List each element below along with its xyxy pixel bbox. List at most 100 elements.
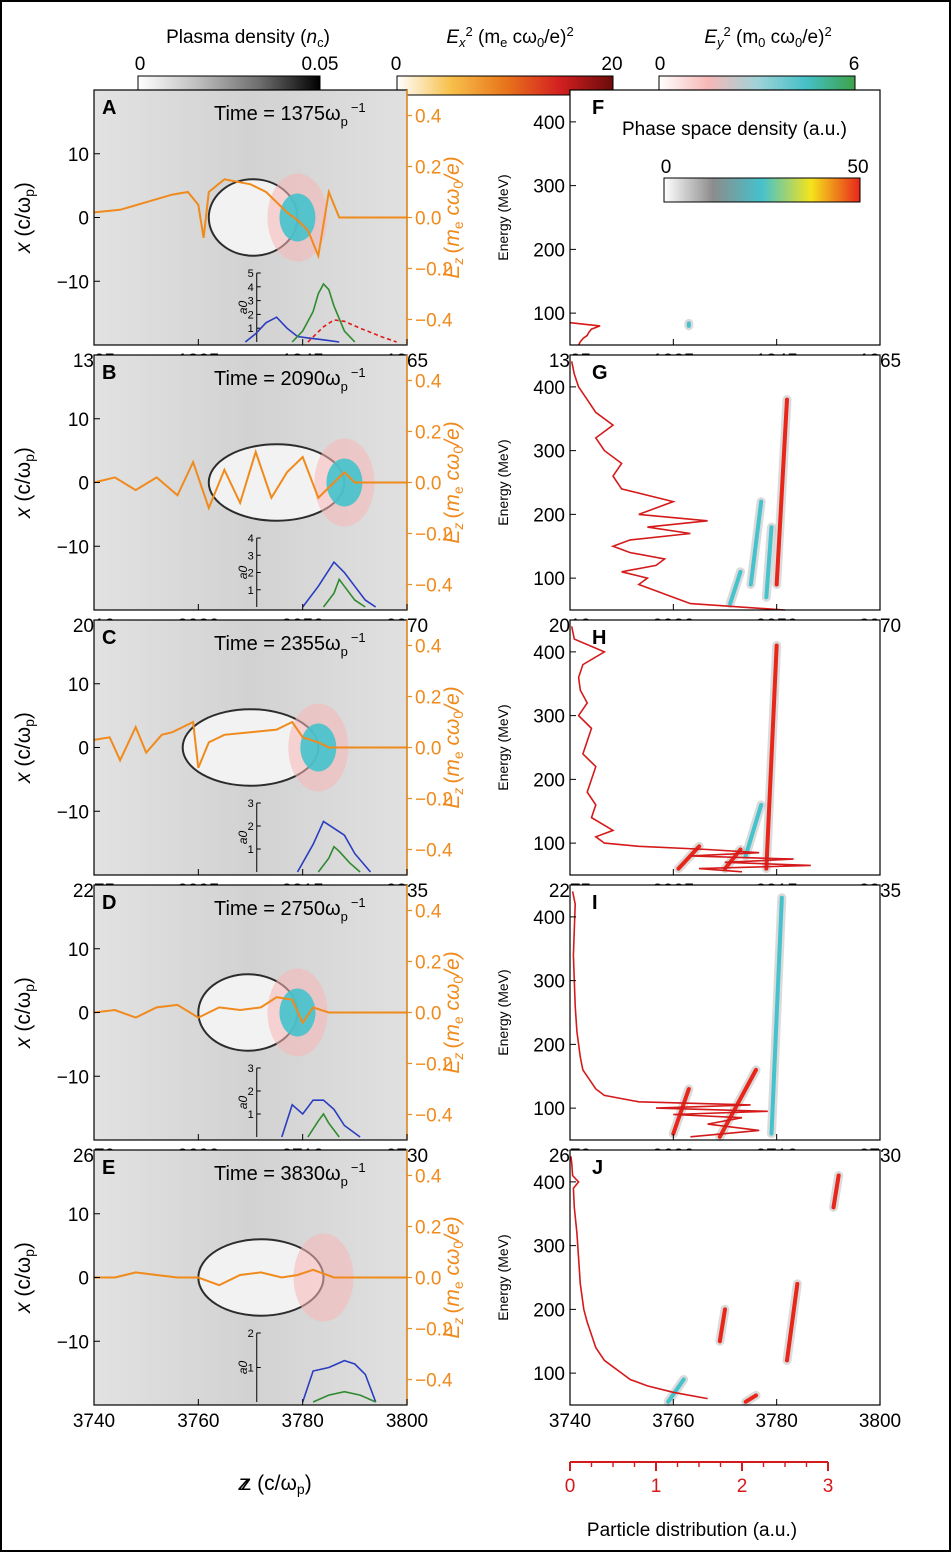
x-axis-left-label: x (c/ωp) — [12, 447, 37, 519]
ez-tick-label: −0.4 — [415, 311, 453, 332]
a0-label: a0 — [236, 566, 250, 580]
a0-tick-label: 3 — [248, 798, 254, 810]
energy-axis-label: Energy (MeV) — [495, 174, 511, 260]
a0-blue-curve — [244, 316, 340, 343]
colorbar-title-ey2: Ey2 (m0 cω0/e)2 — [704, 24, 831, 50]
y-tick-label: 10 — [68, 410, 89, 431]
y-tick-label: 100 — [533, 1364, 565, 1385]
ez-tick-label: 0.2 — [415, 423, 441, 444]
a0-tick-label: 1 — [248, 1109, 254, 1121]
panel-C: 123a0100−100.40.20.0−0.2−0.4227522952315… — [12, 619, 466, 902]
colorbar-ey2-min: 0 — [655, 54, 666, 75]
ez-tick-label: 0.0 — [415, 209, 441, 230]
x-tick-label: 3800 — [859, 1411, 901, 1432]
colorbar-density-max: 0.05 — [302, 54, 339, 75]
a0-green-curve — [307, 1112, 340, 1138]
phase-space-colorbar — [663, 177, 861, 203]
energy-spectrum-line — [570, 1156, 708, 1400]
y-tick-label: 200 — [533, 505, 565, 526]
y-tick-label: 0 — [78, 474, 89, 495]
colorbar-1 — [396, 75, 614, 96]
colorbar-ex2-max: 20 — [601, 54, 622, 75]
energy-axis-label: Energy (MeV) — [495, 704, 511, 790]
panel-letter: E — [102, 1157, 115, 1179]
a0-tick-label: 3 — [248, 296, 254, 308]
panel-D: 123a0100−100.40.20.0−0.2−0.4267026902710… — [12, 884, 466, 1167]
a0-tick-label: 4 — [248, 533, 254, 545]
panel-letter: I — [592, 892, 598, 914]
phase-space-bunch — [774, 397, 789, 587]
x-tick-label: 3780 — [282, 1411, 324, 1432]
y-tick-label: 300 — [533, 1237, 565, 1258]
phase-space-bunch — [666, 1377, 686, 1404]
ez-tick-label: 0.2 — [415, 688, 441, 709]
a0-tick-label: 1 — [248, 585, 254, 597]
panel-G: 4003002001002010203020502070GEnergy (MeV… — [495, 354, 901, 637]
a0-tick-label: 2 — [248, 568, 254, 580]
laser-pulse-core — [326, 458, 363, 507]
ez-tick-label: −0.4 — [415, 841, 453, 862]
ez-tick-label: 0.0 — [415, 1004, 441, 1025]
x-axis-left-label: x (c/ωp) — [12, 712, 37, 784]
colorbar-ey2-max: 6 — [849, 54, 860, 75]
a0-tick-label: 4 — [248, 282, 254, 294]
particle-distribution-label: Particle distribution (a.u.) — [587, 1520, 797, 1541]
panel-letter: F — [592, 97, 604, 119]
y-tick-label: 200 — [533, 240, 565, 261]
ez-tick-label: 0.4 — [415, 1167, 442, 1188]
y-tick-label: 400 — [533, 378, 565, 399]
laser-pulse-core — [300, 723, 337, 772]
y-tick-label: 10 — [68, 145, 89, 166]
a0-green-curve — [317, 845, 361, 873]
ez-tick-label: −0.4 — [415, 1106, 453, 1127]
ez-tick-label: −0.2 — [415, 1320, 453, 1341]
x-axis-left-label: x (c/ωp) — [12, 182, 37, 254]
phase-space-bunch — [728, 569, 743, 606]
ez-tick-label: 0.2 — [415, 953, 441, 974]
a0-tick-label: 1 — [248, 844, 254, 856]
time-label: Time = 2355ωp−1 — [214, 630, 366, 659]
particle-tick-label: 2 — [737, 1476, 748, 1497]
energy-spectrum-line — [570, 626, 811, 873]
x-tick-label: 3740 — [73, 1411, 115, 1432]
ez-tick-label: −0.2 — [415, 1055, 453, 1076]
y-tick-label: 100 — [533, 834, 565, 855]
a0-blue-curve — [301, 1359, 377, 1403]
ez-axis-label: Ez(me cω0/e) — [441, 951, 466, 1073]
time-label: Time = 2090ωp−1 — [214, 365, 366, 394]
y-tick-label: 0 — [78, 739, 89, 760]
phase-space-background — [570, 620, 880, 875]
particle-distribution-axis: 0 1 2 3 — [565, 1461, 833, 1497]
ez-tick-label: 0.4 — [415, 107, 442, 128]
panel-letter: A — [102, 97, 116, 119]
colorbar-title-density: Plasma density (nc) — [166, 27, 330, 50]
a0-tick-label: 2 — [248, 1086, 254, 1098]
ez-axis-label: Ez(me cω0/e) — [441, 156, 466, 278]
x-axis-left-label: x (c/ωp) — [12, 1242, 37, 1314]
panel-letter: C — [102, 627, 116, 649]
ez-tick-label: −0.2 — [415, 525, 453, 546]
phase-space-bunch — [743, 802, 764, 858]
phase-space-bunch — [764, 525, 774, 600]
y-tick-label: −10 — [57, 802, 89, 823]
ez-tick-label: 0.4 — [415, 902, 442, 923]
panel-E: 1 2 a0 10 0 −10 0.4 0.2 0.0 −0.2 −0.4 3740 3760 3780 3… — [12, 1149, 466, 1432]
ez-tick-label: 0.2 — [415, 1218, 441, 1239]
ez-line — [93, 448, 407, 511]
panel-frame — [569, 1149, 881, 1406]
z-axis-label: zz (c/ωp) — [237, 1472, 311, 1497]
y-tick-label: 400 — [533, 643, 565, 664]
a0-tick-label: 2 — [248, 821, 254, 833]
energy-spectrum-line — [570, 361, 786, 611]
energy-spectrum-line — [569, 321, 601, 346]
colorbar-density-min: 0 — [135, 54, 146, 75]
ez-tick-label: 0.2 — [415, 158, 441, 179]
phase-space-bunch — [743, 1393, 758, 1404]
a0-tick-label: 2 — [248, 1328, 254, 1340]
phase-space-bunch — [717, 1307, 727, 1344]
ez-tick-label: −0.2 — [415, 260, 453, 281]
y-tick-label: 200 — [533, 1300, 565, 1321]
ez-axis-label: Ez(me cω0/e) — [441, 686, 466, 808]
phase-space-bunch — [723, 847, 743, 871]
panel-J: 400 300 200 100 3740 3760 3780 3800 J Energy (MeV… — [495, 1149, 901, 1432]
